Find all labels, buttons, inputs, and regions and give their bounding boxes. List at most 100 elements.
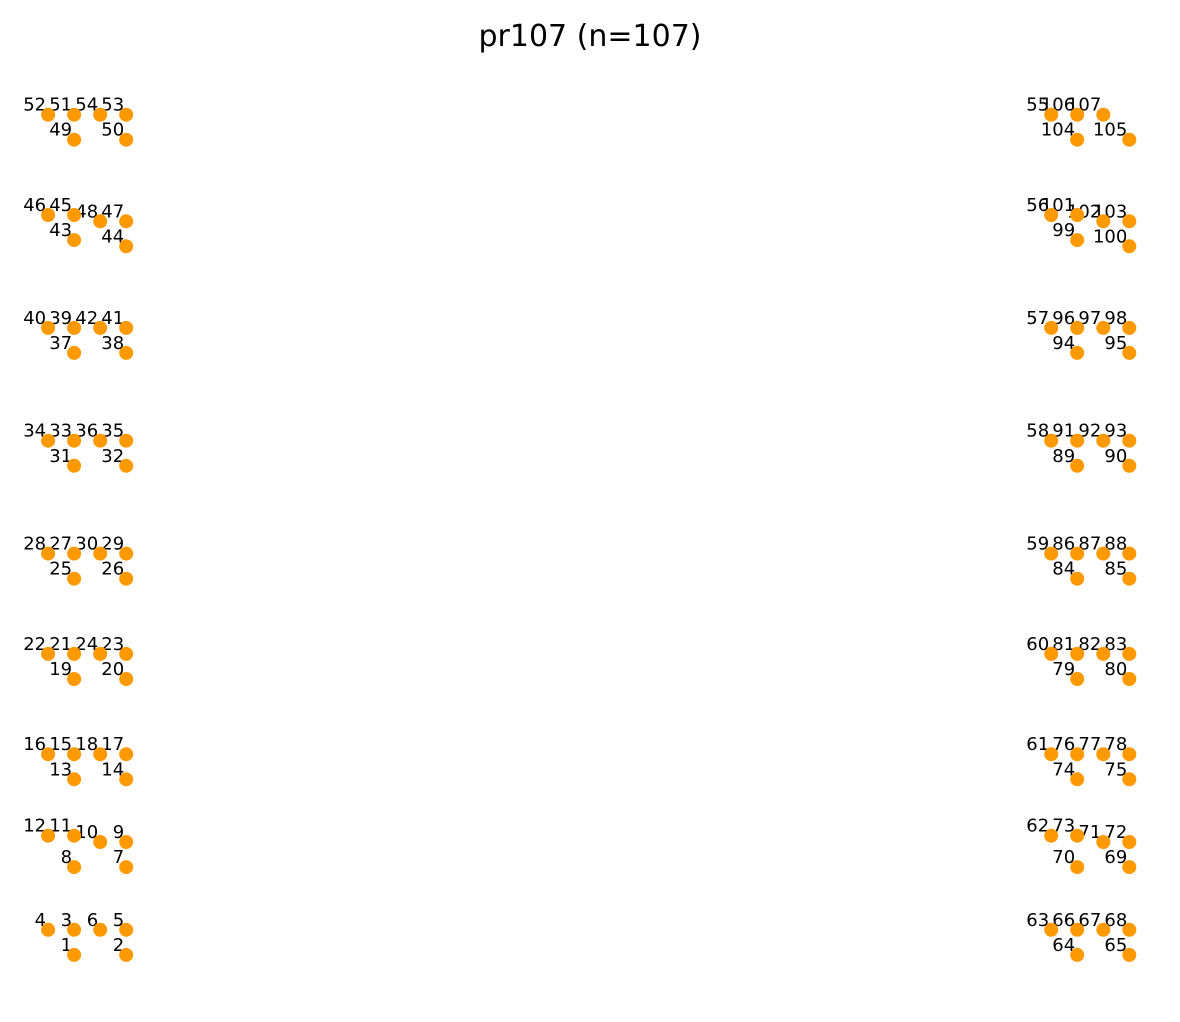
point-label-55: 55 <box>1026 95 1049 116</box>
point-label-91: 91 <box>1052 421 1075 442</box>
point-label-84: 84 <box>1052 559 1075 580</box>
city-point-15 <box>67 747 82 762</box>
point-label-20: 20 <box>101 659 124 680</box>
city-point-11 <box>67 828 82 843</box>
point-label-57: 57 <box>1026 308 1049 329</box>
city-point-61 <box>1044 747 1059 762</box>
city-point-35 <box>119 433 134 448</box>
city-point-67 <box>1096 922 1111 937</box>
point-label-5: 5 <box>113 910 124 931</box>
city-point-10 <box>93 835 108 849</box>
point-label-96: 96 <box>1052 308 1075 329</box>
point-label-44: 44 <box>101 226 124 247</box>
city-point-71 <box>1096 835 1111 849</box>
point-label-100: 100 <box>1093 226 1127 247</box>
point-label-99: 99 <box>1052 220 1075 241</box>
city-point-85 <box>1122 571 1137 586</box>
city-point-57 <box>1044 320 1059 335</box>
point-label-92: 92 <box>1078 421 1101 442</box>
point-label-49: 49 <box>49 120 72 141</box>
point-label-53: 53 <box>101 95 124 116</box>
point-label-14: 14 <box>101 759 124 780</box>
city-point-100 <box>1122 239 1137 254</box>
city-point-29 <box>119 546 134 561</box>
point-label-30: 30 <box>75 534 98 555</box>
city-point-65 <box>1122 947 1137 962</box>
city-point-102 <box>1096 214 1111 229</box>
city-point-32 <box>119 458 134 473</box>
city-point-94 <box>1070 345 1085 360</box>
point-label-26: 26 <box>101 559 124 580</box>
point-label-3: 3 <box>61 910 72 931</box>
city-point-97 <box>1096 320 1111 335</box>
city-point-78 <box>1122 747 1137 762</box>
point-label-35: 35 <box>101 421 124 442</box>
point-label-51: 51 <box>49 95 72 116</box>
point-label-28: 28 <box>23 534 46 555</box>
point-label-97: 97 <box>1078 308 1101 329</box>
point-label-65: 65 <box>1104 935 1127 956</box>
city-point-76 <box>1070 747 1085 762</box>
point-label-67: 67 <box>1078 910 1101 931</box>
point-label-74: 74 <box>1052 759 1075 780</box>
city-point-66 <box>1070 922 1085 937</box>
point-label-75: 75 <box>1104 759 1127 780</box>
point-label-8: 8 <box>61 847 72 868</box>
point-label-37: 37 <box>49 333 72 354</box>
point-label-6: 6 <box>87 910 98 931</box>
city-point-80 <box>1122 672 1137 686</box>
city-point-12 <box>41 828 56 843</box>
point-label-50: 50 <box>101 120 124 141</box>
point-label-22: 22 <box>23 634 46 655</box>
city-point-51 <box>67 107 82 122</box>
city-point-31 <box>67 458 82 473</box>
point-label-25: 25 <box>49 559 72 580</box>
city-point-68 <box>1122 922 1137 937</box>
point-label-39: 39 <box>49 308 72 329</box>
city-point-17 <box>119 747 134 762</box>
city-point-8 <box>67 860 82 875</box>
city-point-1 <box>67 947 82 962</box>
city-point-70 <box>1070 860 1085 875</box>
city-point-75 <box>1122 772 1137 787</box>
point-label-81: 81 <box>1052 634 1075 655</box>
point-label-45: 45 <box>49 195 72 216</box>
point-label-83: 83 <box>1104 634 1127 655</box>
city-point-42 <box>93 320 108 335</box>
city-point-98 <box>1122 320 1137 335</box>
point-label-64: 64 <box>1052 935 1075 956</box>
city-point-22 <box>41 646 56 661</box>
point-label-48: 48 <box>75 201 98 222</box>
city-point-82 <box>1096 646 1111 661</box>
point-label-42: 42 <box>75 308 98 329</box>
point-label-56: 56 <box>1026 195 1049 216</box>
point-label-85: 85 <box>1104 559 1127 580</box>
point-label-9: 9 <box>113 822 124 843</box>
city-point-87 <box>1096 546 1111 561</box>
point-label-88: 88 <box>1104 534 1127 555</box>
city-point-104 <box>1070 132 1085 147</box>
point-label-90: 90 <box>1104 446 1127 467</box>
city-point-30 <box>93 546 108 561</box>
point-label-18: 18 <box>75 734 98 755</box>
point-label-93: 93 <box>1104 421 1127 442</box>
city-point-7 <box>119 860 134 875</box>
city-point-107 <box>1096 107 1111 122</box>
city-point-36 <box>93 433 108 448</box>
point-label-66: 66 <box>1052 910 1075 931</box>
city-point-6 <box>93 922 108 937</box>
city-point-106 <box>1070 107 1085 122</box>
point-label-58: 58 <box>1026 421 1049 442</box>
point-label-36: 36 <box>75 421 98 442</box>
point-label-33: 33 <box>49 421 72 442</box>
point-label-95: 95 <box>1104 333 1127 354</box>
city-point-74 <box>1070 772 1085 787</box>
city-point-79 <box>1070 672 1085 686</box>
point-label-15: 15 <box>49 734 72 755</box>
point-label-11: 11 <box>49 816 72 837</box>
city-point-20 <box>119 672 134 686</box>
point-label-23: 23 <box>101 634 124 655</box>
point-label-13: 13 <box>49 759 72 780</box>
city-point-105 <box>1122 132 1137 147</box>
city-point-3 <box>67 922 82 937</box>
